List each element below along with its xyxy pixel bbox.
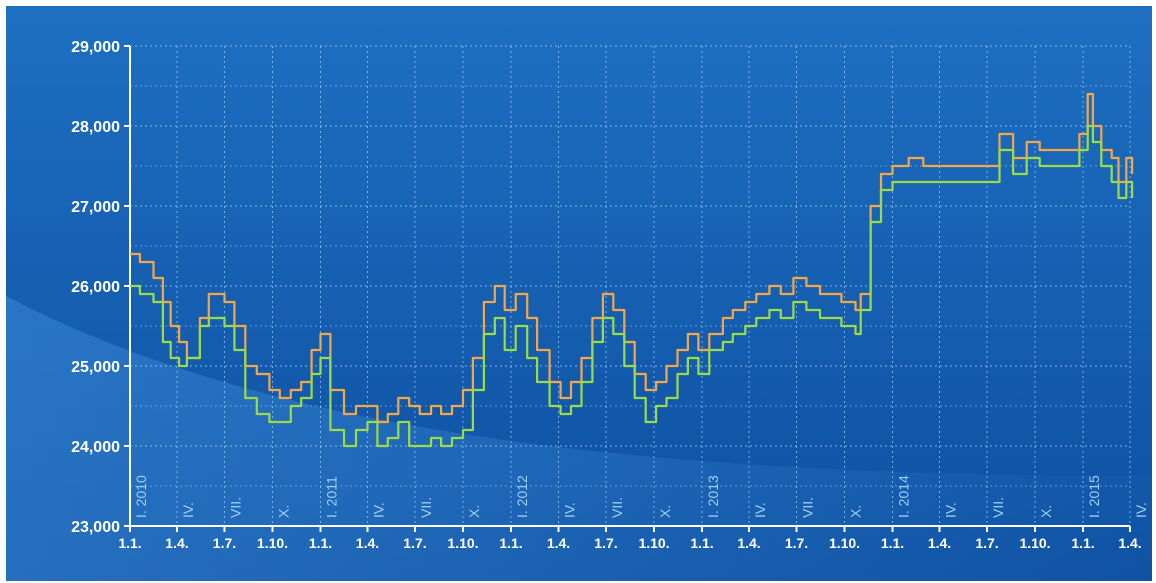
x-tick-label: 1.4.	[737, 535, 760, 551]
x-tick-label: 1.4.	[1118, 535, 1141, 551]
quarter-label: IV.	[180, 502, 196, 518]
y-tick-label: 27,000	[71, 199, 120, 216]
quarter-label: VII.	[227, 497, 243, 518]
quarter-label: VII.	[990, 497, 1006, 518]
x-tick-label: 1.4.	[165, 535, 188, 551]
x-tick-label: 1.10.	[257, 535, 288, 551]
y-tick-label: 25,000	[71, 359, 120, 376]
chart-frame: 29,000 28,000 27,000 26,000 25,000 24,000 23,0…	[6, 6, 1152, 581]
quarter-label: IV.	[561, 502, 577, 518]
x-tick-label: 1.1.	[881, 535, 904, 551]
x-tick-label: 1.1.	[499, 535, 522, 551]
x-tick-label: 1.1.	[118, 535, 141, 551]
quarter-label: X.	[466, 505, 482, 518]
quarter-label: VII.	[609, 497, 625, 518]
quarter-label: IV.	[752, 502, 768, 518]
quarter-label: X.	[275, 505, 291, 518]
background-swoosh	[6, 296, 1152, 581]
x-tick-label: 1.1.	[309, 535, 332, 551]
x-tick-label: 1.7.	[785, 535, 808, 551]
quarter-label: X.	[657, 505, 673, 518]
x-tick-label: 1.10.	[829, 535, 860, 551]
series-lines	[130, 92, 1134, 448]
quarter-label: I. 2014	[896, 475, 912, 518]
x-tick-label: 1.7.	[594, 535, 617, 551]
x-tick-label: 1.10.	[447, 535, 478, 551]
quarter-label: VII.	[799, 497, 815, 518]
y-tick-label: 29,000	[71, 39, 120, 56]
y-tick-label: 23,000	[71, 519, 120, 536]
quarter-label: I. 2012	[514, 475, 530, 518]
x-tick-label: 1.10.	[638, 535, 669, 551]
quarter-label: IV.	[370, 502, 386, 518]
x-tick-label: 1.7.	[975, 535, 998, 551]
quarter-label: I. 2013	[705, 475, 721, 518]
quarter-label: IV.	[1133, 502, 1149, 518]
quarter-label: X.	[848, 505, 864, 518]
line-chart: 29,000 28,000 27,000 26,000 25,000 24,000 23,0…	[6, 6, 1152, 581]
x-tick-label: 1.7.	[403, 535, 426, 551]
x-tick-label: 1.7.	[213, 535, 236, 551]
quarter-label: I. 2015	[1086, 475, 1102, 518]
y-tick-label: 24,000	[71, 439, 120, 456]
x-tick-label: 1.1.	[1071, 535, 1094, 551]
quarter-labels: I. 2010 IV. VII. X. I. 2011 IV. VII. X. I. 2012 I…	[133, 475, 1149, 518]
x-axis: 1.1. 1.4. 1.7. 1.10. 1.1. 1.4. 1.7. 1.10. 1.1. 1.…	[118, 525, 1142, 551]
y-tick-label: 28,000	[71, 119, 120, 136]
x-tick-label: 1.1.	[690, 535, 713, 551]
quarter-label: IV.	[942, 502, 958, 518]
x-tick-label: 1.4.	[547, 535, 570, 551]
y-tick-label: 26,000	[71, 279, 120, 296]
quarter-label: X.	[1038, 505, 1054, 518]
quarter-label: VII.	[418, 497, 434, 518]
x-tick-label: 1.4.	[928, 535, 951, 551]
series-line-green	[130, 124, 1134, 448]
x-tick-label: 1.4.	[356, 535, 379, 551]
quarter-label: I. 2010	[133, 475, 149, 518]
quarter-label: I. 2011	[324, 476, 340, 518]
x-tick-label: 1.10.	[1019, 535, 1050, 551]
